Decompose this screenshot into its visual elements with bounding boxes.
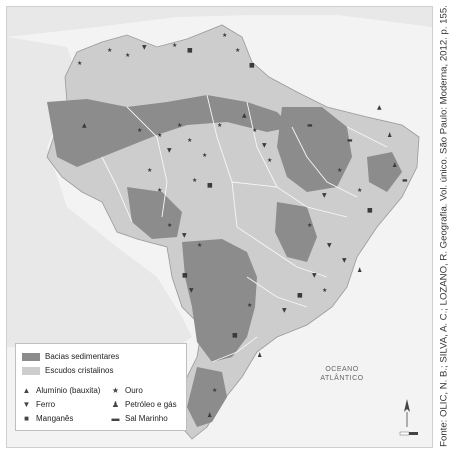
neighbouring-land	[7, 7, 432, 37]
gold-icon: ★	[247, 302, 252, 309]
iron-icon: ▼	[342, 257, 347, 264]
aluminium-icon: ▲	[377, 104, 382, 111]
map-frame: ★ ★ ▼ ★ ■ ★ ★ ■ ★ ▲ ★ ★ ▼ ★ ★ ★ ★ ▲ ★ ▼ …	[6, 6, 433, 448]
ocean-label: OCEANO ATLÂNTICO	[307, 365, 377, 383]
oil-icon: ♟	[111, 400, 120, 409]
legend-item-gold: ★ Ouro	[111, 386, 143, 395]
gold-icon: ★	[157, 132, 162, 139]
star-icon: ★	[111, 386, 120, 395]
gold-icon: ★	[212, 387, 217, 394]
gold-icon: ★	[147, 167, 152, 174]
gold-icon: ★	[235, 47, 240, 54]
gold-icon: ★	[267, 157, 272, 164]
oil-icon: ♟	[357, 267, 362, 274]
gold-icon: ★	[322, 287, 327, 294]
gold-icon: ★	[125, 52, 130, 59]
manganese-icon: ■	[182, 272, 188, 279]
gold-icon: ★	[192, 177, 197, 184]
salt-icon: ▬	[347, 137, 353, 144]
recôncavo-basin	[367, 152, 402, 192]
source-caption: Fonte: OLIC, N. B.; SILVA, A. C.; LOZANO…	[433, 5, 455, 447]
gold-icon: ★	[172, 42, 177, 49]
aluminium-icon: ▲	[242, 112, 247, 119]
iron-icon: ▼	[182, 232, 187, 239]
gold-icon: ★	[187, 137, 192, 144]
legend-item-manganese: ■ Manganês	[22, 414, 73, 423]
manganese-icon: ■	[207, 182, 213, 189]
manganese-icon: ■	[187, 47, 193, 54]
iron-icon: ▼	[142, 44, 147, 51]
map-legend: Bacias sedimentares Escudos cristalinos …	[15, 343, 187, 431]
manganese-icon: ■	[367, 207, 373, 214]
legend-label: Sal Marinho	[125, 414, 168, 423]
gold-icon: ★	[307, 222, 312, 229]
north-arrow	[399, 399, 418, 436]
oil-icon: ♟	[387, 132, 392, 139]
gold-icon: ★	[357, 187, 362, 194]
iron-icon: ▼	[262, 142, 267, 149]
gold-icon: ★	[252, 127, 257, 134]
salt-icon: ▬	[402, 177, 408, 184]
gold-icon: ★	[137, 127, 142, 134]
manganese-icon: ■	[249, 62, 255, 69]
pantanal-basin	[127, 187, 182, 239]
gold-icon: ★	[222, 32, 227, 39]
legend-item-sedimentary: Bacias sedimentares	[22, 352, 119, 361]
iron-icon: ▼	[189, 287, 194, 294]
gold-icon: ★	[77, 60, 82, 67]
parnaiba-basin	[277, 107, 352, 192]
legend-label: Petróleo e gás	[125, 400, 177, 409]
iron-icon: ▼	[282, 307, 287, 314]
legend-item-iron: ▼ Ferro	[22, 400, 56, 409]
iron-icon: ▼	[327, 242, 332, 249]
legend-label: Ouro	[125, 386, 143, 395]
oil-icon: ♟	[392, 162, 397, 169]
square-icon: ■	[24, 414, 29, 423]
legend-label: Bacias sedimentares	[45, 352, 120, 361]
legend-label: Manganês	[36, 414, 74, 423]
iron-icon: ▼	[22, 400, 31, 409]
amazon-basin	[47, 95, 292, 167]
state-borders	[101, 94, 388, 363]
mineral-deposits: ★ ★ ▼ ★ ■ ★ ★ ■ ★ ▲ ★ ★ ▼ ★ ★ ★ ★ ▲ ★ ▼ …	[77, 32, 408, 419]
south-basin	[187, 367, 227, 427]
legend-item-aluminium: ▲ Alumínio (bauxita)	[22, 386, 101, 395]
source-text: Fonte: OLIC, N. B.; SILVA, A. C.; LOZANO…	[438, 5, 450, 447]
legend-item-salt: ▬ Sal Marinho	[111, 414, 168, 423]
iron-icon: ▼	[322, 192, 327, 199]
salt-icon: ▬	[307, 122, 313, 129]
legend-label: Ferro	[36, 400, 56, 409]
gold-icon: ★	[202, 152, 207, 159]
manganese-icon: ■	[297, 292, 303, 299]
legend-item-crystalline: Escudos cristalinos	[22, 366, 113, 375]
ocean-label-line2: ATLÂNTICO	[320, 375, 364, 382]
brazil-mineral-map: ★ ★ ▼ ★ ■ ★ ★ ■ ★ ▲ ★ ★ ▼ ★ ★ ★ ★ ▲ ★ ▼ …	[7, 7, 432, 440]
manganese-icon: ■	[232, 332, 238, 339]
crystalline-swatch	[22, 366, 40, 375]
legend-item-oil: ♟ Petróleo e gás	[111, 400, 177, 409]
gold-icon: ★	[177, 122, 182, 129]
sanfrancisco-basin	[275, 202, 317, 262]
aluminium-icon: ▲	[82, 122, 87, 129]
legend-label: Escudos cristalinos	[45, 366, 114, 375]
oil-icon: ♟	[207, 412, 212, 419]
salt-icon: ▬	[111, 414, 120, 423]
gold-icon: ★	[107, 47, 112, 54]
iron-icon: ▼	[312, 272, 317, 279]
iron-icon: ▼	[167, 147, 172, 154]
gold-icon: ★	[337, 167, 342, 174]
gold-icon: ★	[157, 187, 162, 194]
parana-basin	[182, 239, 257, 362]
triangle-icon: ▲	[22, 386, 31, 395]
gold-icon: ★	[197, 242, 202, 249]
legend-label: Alumínio (bauxita)	[36, 386, 101, 395]
gold-icon: ★	[167, 222, 172, 229]
gold-icon: ★	[217, 122, 222, 129]
oil-icon: ♟	[257, 352, 262, 359]
ocean-label-line1: OCEANO	[325, 366, 359, 373]
sedimentary-swatch	[22, 352, 40, 361]
